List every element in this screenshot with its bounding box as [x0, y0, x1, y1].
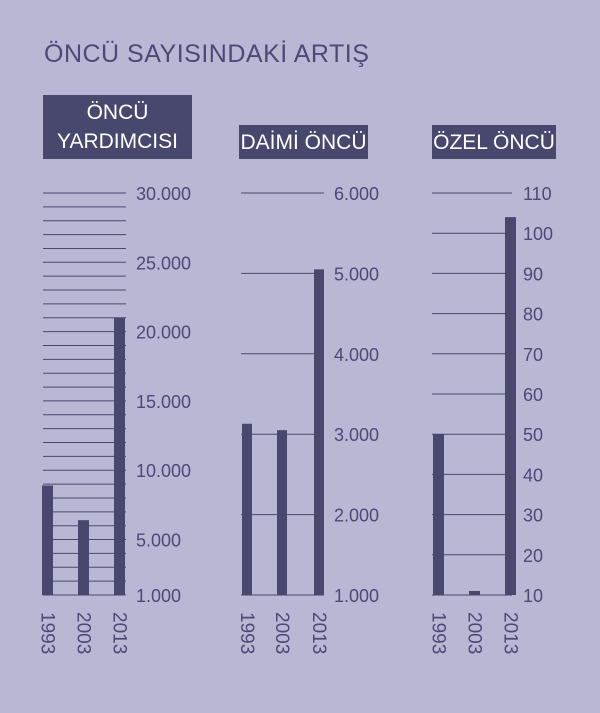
x-category-label: 2013	[500, 612, 521, 654]
bar-2003	[277, 430, 287, 595]
x-category-label: 2003	[271, 612, 292, 654]
y-tick-label: 80	[523, 305, 543, 325]
y-tick-label: 100	[523, 224, 553, 244]
chart-main-title: ÖNCÜ SAYISINDAKİ ARTIŞ	[44, 40, 370, 68]
y-tick-label: 40	[523, 465, 543, 485]
y-tick-label: 25.000	[136, 253, 191, 273]
y-tick-label: 15.000	[136, 392, 191, 412]
y-tick-label: 6.000	[334, 184, 379, 204]
y-tick-label: 110	[523, 184, 552, 204]
y-tick-label: 1.000	[334, 586, 379, 606]
bar-1993	[42, 485, 53, 595]
x-category-label: 2013	[308, 612, 329, 654]
panel-title-special-pioneer: ÖZEL ÖNCÜ	[432, 125, 556, 159]
y-tick-label: 50	[523, 425, 543, 445]
y-tick-label: 10.000	[136, 461, 191, 481]
y-tick-label: 10	[523, 586, 543, 606]
y-tick-label: 5.000	[136, 531, 181, 551]
x-category-label: 1993	[428, 612, 449, 654]
bar-2003	[469, 590, 480, 595]
bar-2013	[505, 217, 516, 595]
y-tick-label: 30	[523, 506, 543, 526]
x-category-label: 1993	[37, 612, 58, 654]
bar-1993	[242, 423, 252, 595]
y-tick-label: 90	[523, 264, 543, 284]
bar-2003	[78, 520, 89, 595]
y-tick-label: 70	[523, 345, 543, 365]
x-category-label: 2003	[464, 612, 485, 654]
y-tick-label: 4.000	[334, 345, 379, 365]
y-tick-label: 20.000	[136, 323, 191, 343]
bar-1993	[433, 434, 444, 595]
y-tick-label: 5.000	[334, 264, 379, 284]
y-tick-label: 20	[523, 546, 543, 566]
x-category-label: 2003	[73, 612, 94, 654]
y-tick-label: 3.000	[334, 425, 379, 445]
y-tick-label: 60	[523, 385, 543, 405]
panel-title-assistant-pioneer: ÖNCÜ YARDIMCISI	[43, 95, 192, 159]
y-tick-label: 30.000	[136, 184, 191, 204]
panel-title-regular-pioneer: DAİMİ ÖNCÜ	[239, 125, 368, 159]
y-tick-label: 1.000	[136, 586, 181, 606]
bar-2013	[314, 269, 324, 595]
y-tick-label: 2.000	[334, 506, 379, 526]
bar-2013	[114, 317, 125, 595]
x-category-label: 2013	[109, 612, 130, 654]
x-category-label: 1993	[236, 612, 257, 654]
